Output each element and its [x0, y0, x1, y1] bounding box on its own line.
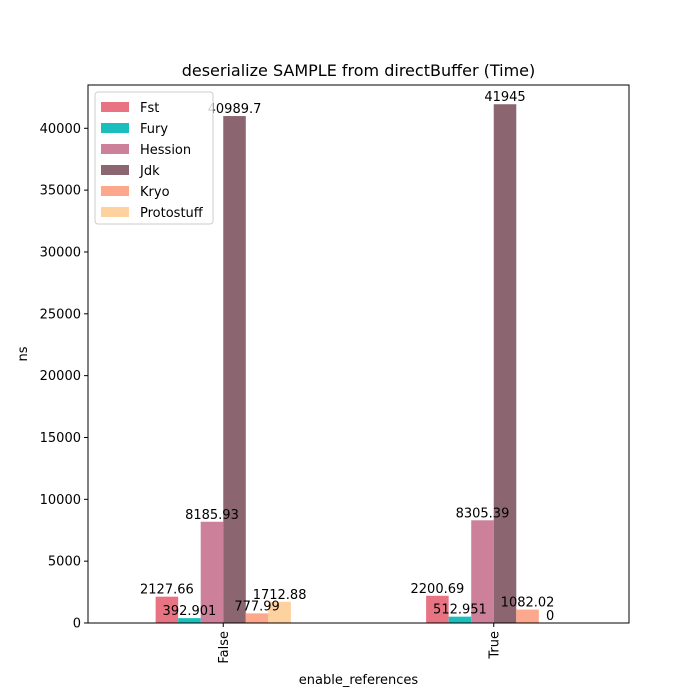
bar-jdk-true: [493, 104, 517, 624]
y-tick-label: 40000: [40, 122, 81, 137]
legend-label-jdk: Jdk: [139, 164, 160, 179]
y-tick-label: 30000: [40, 245, 81, 260]
data-label: 0: [546, 609, 554, 624]
bar-kryo-false: [245, 613, 269, 623]
legend-swatch-kryo: [101, 186, 129, 196]
legend-label-kryo: Kryo: [140, 185, 170, 200]
y-tick-label: 5000: [48, 555, 81, 570]
legend-swatch-hession: [101, 144, 129, 154]
data-label: 8185.93: [185, 508, 239, 523]
bar-fury-false: [178, 618, 201, 623]
legend: Fst Fury Hession Jdk Kryo Protostuff: [94, 91, 214, 225]
bar-fury-true: [448, 616, 472, 623]
y-tick-label: 0: [73, 617, 81, 632]
bar-jdk-false: [223, 116, 246, 623]
legend-label-fst: Fst: [140, 101, 159, 116]
data-label: 2200.69: [411, 582, 465, 597]
data-label: 41945: [484, 90, 525, 105]
data-label: 777.99: [234, 599, 280, 614]
legend-swatch-jdk: [101, 165, 129, 175]
bar-hession-false: [200, 521, 224, 623]
bar-fst-true: [426, 595, 449, 623]
data-label: 392.901: [163, 604, 217, 619]
legend-swatch-fury: [101, 123, 129, 133]
bar-protostuff-false: [268, 601, 291, 623]
y-axis-label: ns: [16, 346, 31, 361]
legend-label-protostuff: Protostuff: [140, 206, 204, 221]
legend-label-fury: Fury: [140, 122, 168, 137]
x-tick-label: True: [487, 631, 502, 660]
data-label: 1712.88: [253, 588, 307, 603]
x-tick-label: False: [217, 631, 232, 664]
bar-kryo-true: [516, 609, 539, 623]
y-tick-label: 10000: [40, 493, 81, 508]
legend-swatch-fst: [101, 102, 129, 112]
y-tick-label: 35000: [40, 184, 81, 199]
data-label: 40989.7: [208, 102, 262, 117]
plot-frame: [87, 84, 630, 624]
x-axis-label: enable_references: [299, 673, 419, 688]
data-label: 512.951: [433, 603, 487, 618]
y-tick-label: 25000: [40, 307, 81, 322]
data-label: 1082.02: [501, 596, 555, 611]
y-tick-label: 20000: [40, 369, 81, 384]
bar-hession-true: [471, 520, 494, 623]
chart-title: deserialize SAMPLE from directBuffer (Ti…: [182, 61, 536, 80]
legend-swatch-protostuff: [101, 207, 129, 217]
bar-fst-false: [155, 596, 179, 623]
data-label: 2127.66: [140, 583, 194, 598]
y-tick-label: 15000: [40, 431, 81, 446]
data-label: 8305.39: [456, 506, 510, 521]
legend-label-hession: Hession: [140, 143, 191, 158]
